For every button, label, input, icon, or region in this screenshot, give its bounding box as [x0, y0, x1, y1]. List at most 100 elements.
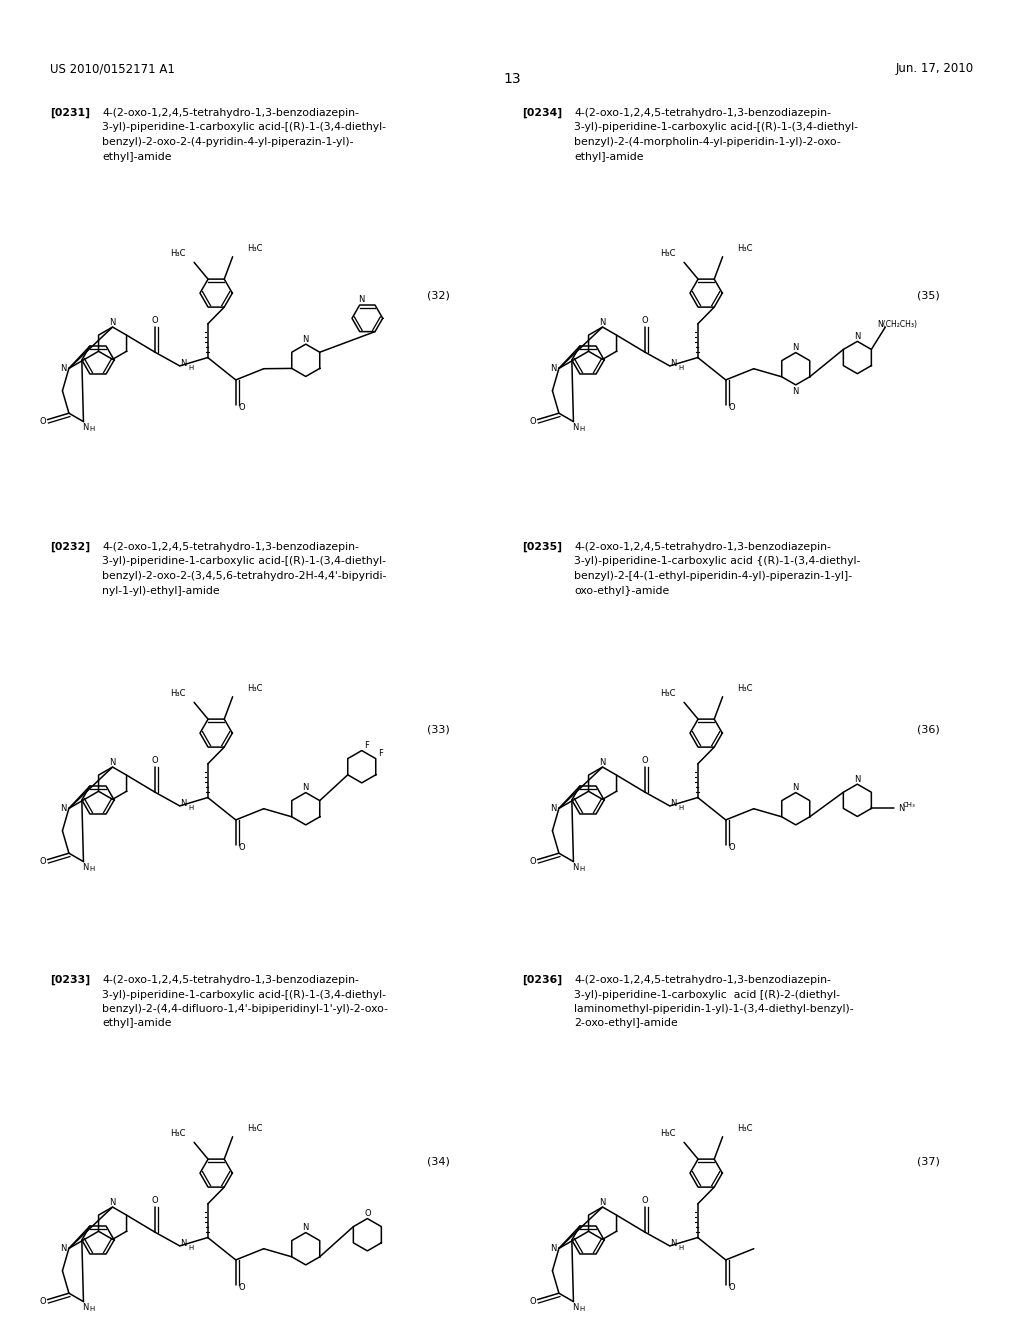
Text: (37): (37)	[918, 1158, 940, 1167]
Text: N: N	[358, 294, 365, 304]
Text: O: O	[728, 842, 735, 851]
Text: H₃C: H₃C	[660, 689, 676, 698]
Text: N: N	[793, 343, 799, 352]
Text: US 2010/0152171 A1: US 2010/0152171 A1	[50, 62, 175, 75]
Text: N: N	[180, 1239, 187, 1249]
Text: O: O	[39, 857, 46, 866]
Text: 3-yl)-piperidine-1-carboxylic acid-[(R)-1-(3,4-diethyl-: 3-yl)-piperidine-1-carboxylic acid-[(R)-…	[102, 557, 386, 566]
Text: O: O	[641, 317, 648, 325]
Text: 13: 13	[503, 73, 521, 86]
Text: ethyl]-amide: ethyl]-amide	[574, 152, 643, 161]
Text: Jun. 17, 2010: Jun. 17, 2010	[896, 62, 974, 75]
Text: H₃C: H₃C	[247, 244, 262, 253]
Text: O: O	[239, 403, 245, 412]
Text: [0236]: [0236]	[522, 975, 562, 985]
Text: N: N	[550, 364, 556, 372]
Text: (32): (32)	[427, 290, 450, 300]
Text: O: O	[152, 1196, 158, 1205]
Text: O: O	[239, 1283, 245, 1291]
Text: [0233]: [0233]	[50, 975, 90, 985]
Text: O: O	[239, 842, 245, 851]
Text: N: N	[82, 424, 89, 432]
Text: N: N	[854, 331, 860, 341]
Text: 3-yl)-piperidine-1-carboxylic  acid [(R)-2-(diethyl-: 3-yl)-piperidine-1-carboxylic acid [(R)-…	[574, 990, 840, 999]
Text: ethyl]-amide: ethyl]-amide	[102, 152, 171, 161]
Text: N: N	[572, 863, 579, 873]
Text: N: N	[82, 863, 89, 873]
Text: H: H	[188, 805, 194, 810]
Text: [0231]: [0231]	[50, 108, 90, 119]
Text: N: N	[180, 800, 187, 808]
Text: N: N	[110, 318, 116, 326]
Text: benzyl)-2-(4-morpholin-4-yl-piperidin-1-yl)-2-oxo-: benzyl)-2-(4-morpholin-4-yl-piperidin-1-…	[574, 137, 841, 147]
Text: N: N	[671, 1239, 677, 1249]
Text: H₃C: H₃C	[247, 1123, 262, 1133]
Text: H: H	[580, 1305, 585, 1312]
Text: N: N	[572, 424, 579, 432]
Text: N: N	[599, 318, 606, 326]
Text: [0234]: [0234]	[522, 108, 562, 119]
Text: laminomethyl-piperidin-1-yl)-1-(3,4-diethyl-benzyl)-: laminomethyl-piperidin-1-yl)-1-(3,4-diet…	[574, 1005, 854, 1014]
Text: N: N	[302, 335, 309, 343]
Text: O: O	[728, 403, 735, 412]
Text: nyl-1-yl)-ethyl]-amide: nyl-1-yl)-ethyl]-amide	[102, 586, 219, 595]
Text: 4-(2-oxo-1,2,4,5-tetrahydro-1,3-benzodiazepin-: 4-(2-oxo-1,2,4,5-tetrahydro-1,3-benzodia…	[574, 108, 830, 117]
Text: H₃C: H₃C	[660, 1130, 676, 1138]
Text: H: H	[678, 805, 683, 810]
Text: O: O	[152, 756, 158, 766]
Text: 4-(2-oxo-1,2,4,5-tetrahydro-1,3-benzodiazepin-: 4-(2-oxo-1,2,4,5-tetrahydro-1,3-benzodia…	[102, 543, 358, 552]
Text: N: N	[671, 359, 677, 368]
Text: N: N	[550, 804, 556, 813]
Text: H₃C: H₃C	[170, 689, 185, 698]
Text: O: O	[152, 317, 158, 325]
Text: O: O	[39, 1298, 46, 1305]
Text: benzyl)-2-(4,4-difluoro-1,4'-bipiperidinyl-1'-yl)-2-oxo-: benzyl)-2-(4,4-difluoro-1,4'-bipiperidin…	[102, 1005, 388, 1014]
Text: H: H	[580, 425, 585, 432]
Text: benzyl)-2-[4-(1-ethyl-piperidin-4-yl)-piperazin-1-yl]-: benzyl)-2-[4-(1-ethyl-piperidin-4-yl)-pi…	[574, 572, 852, 581]
Text: H: H	[90, 1305, 95, 1312]
Text: H: H	[678, 1245, 683, 1251]
Text: (35): (35)	[918, 290, 940, 300]
Text: N: N	[854, 775, 860, 784]
Text: H₃C: H₃C	[247, 684, 262, 693]
Text: H₃C: H₃C	[736, 244, 753, 253]
Text: O: O	[529, 857, 536, 866]
Text: oxo-ethyl}-amide: oxo-ethyl}-amide	[574, 586, 670, 595]
Text: N: N	[110, 1197, 116, 1206]
Text: N: N	[572, 1303, 579, 1312]
Text: 4-(2-oxo-1,2,4,5-tetrahydro-1,3-benzodiazepin-: 4-(2-oxo-1,2,4,5-tetrahydro-1,3-benzodia…	[102, 108, 358, 117]
Text: O: O	[529, 1298, 536, 1305]
Text: benzyl)-2-oxo-2-(4-pyridin-4-yl-piperazin-1-yl)-: benzyl)-2-oxo-2-(4-pyridin-4-yl-piperazi…	[102, 137, 353, 147]
Text: N: N	[302, 1224, 309, 1232]
Text: H: H	[188, 1245, 194, 1251]
Text: H: H	[90, 866, 95, 871]
Text: N: N	[59, 804, 67, 813]
Text: 2-oxo-ethyl]-amide: 2-oxo-ethyl]-amide	[574, 1019, 678, 1028]
Text: N: N	[671, 800, 677, 808]
Text: CH₃: CH₃	[902, 803, 915, 808]
Text: [0235]: [0235]	[522, 543, 562, 552]
Text: (33): (33)	[427, 723, 450, 734]
Text: H₃C: H₃C	[170, 1130, 185, 1138]
Text: H: H	[678, 364, 683, 371]
Text: 4-(2-oxo-1,2,4,5-tetrahydro-1,3-benzodiazepin-: 4-(2-oxo-1,2,4,5-tetrahydro-1,3-benzodia…	[574, 543, 830, 552]
Text: N: N	[110, 758, 116, 767]
Text: F: F	[365, 741, 370, 750]
Text: (34): (34)	[427, 1158, 450, 1167]
Text: F: F	[378, 750, 383, 758]
Text: O: O	[365, 1209, 371, 1218]
Text: N: N	[793, 783, 799, 792]
Text: O: O	[728, 1283, 735, 1291]
Text: H₃C: H₃C	[736, 684, 753, 693]
Text: O: O	[641, 756, 648, 766]
Text: (36): (36)	[918, 723, 940, 734]
Text: O: O	[641, 1196, 648, 1205]
Text: benzyl)-2-oxo-2-(3,4,5,6-tetrahydro-2H-4,4'-bipyridi-: benzyl)-2-oxo-2-(3,4,5,6-tetrahydro-2H-4…	[102, 572, 386, 581]
Text: H₃C: H₃C	[660, 249, 676, 259]
Text: H: H	[580, 866, 585, 871]
Text: O: O	[39, 417, 46, 426]
Text: [0232]: [0232]	[50, 543, 90, 552]
Text: N: N	[180, 359, 187, 368]
Text: O: O	[529, 417, 536, 426]
Text: 3-yl)-piperidine-1-carboxylic acid-[(R)-1-(3,4-diethyl-: 3-yl)-piperidine-1-carboxylic acid-[(R)-…	[102, 990, 386, 999]
